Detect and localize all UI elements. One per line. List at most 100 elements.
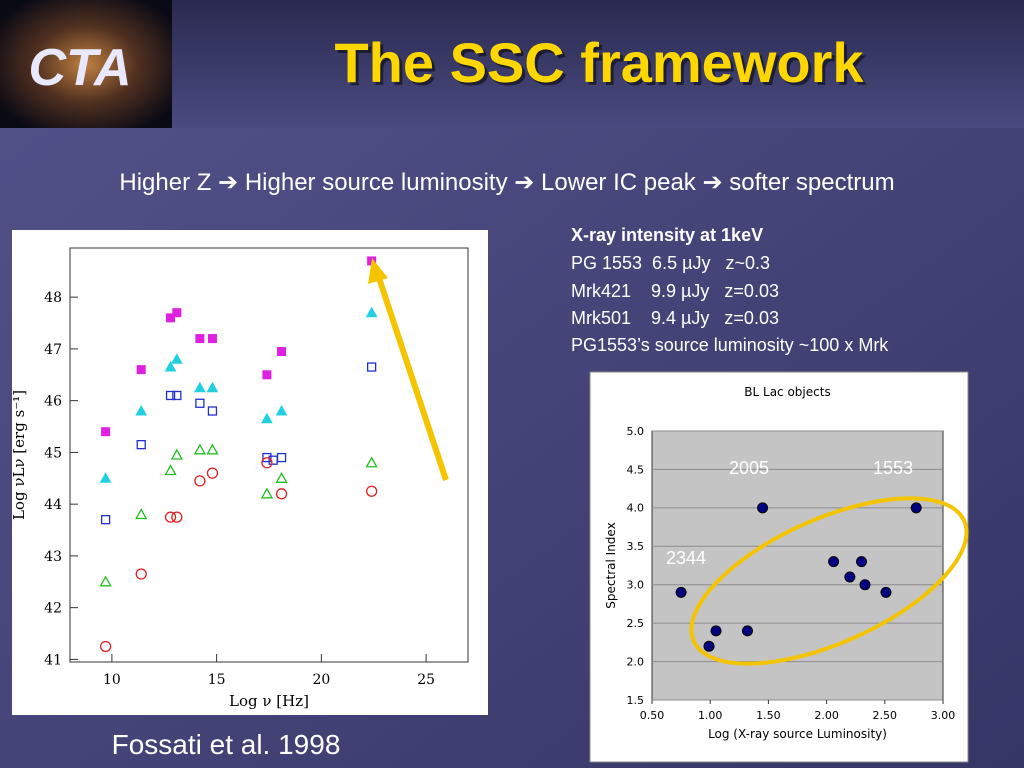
marker — [193, 443, 206, 455]
chart-title: BL Lac objects — [744, 385, 830, 399]
plot-area — [69, 247, 469, 663]
highlight-ellipse — [689, 496, 969, 666]
info-line: Mrk421 9.9 µJy z=0.03 — [571, 281, 779, 301]
marker — [172, 308, 182, 318]
x-axis-label: Log (X-ray source Luminosity) — [708, 727, 887, 741]
marker — [260, 487, 274, 499]
marker — [757, 502, 769, 514]
info-heading: X-ray intensity at 1keV — [571, 225, 763, 245]
annotation: 2344 — [666, 548, 706, 568]
marker — [859, 579, 871, 591]
y-tick-label: 2.0 — [627, 655, 645, 668]
y-axis-label: Spectral Index — [604, 522, 618, 608]
marker — [164, 360, 177, 372]
marker — [675, 586, 687, 598]
x-tick-label: 0.50 — [640, 709, 665, 722]
info-line: PG 1553 6.5 µJy z~0.3 — [571, 253, 770, 273]
x-tick-label: 2.00 — [814, 709, 839, 722]
marker — [741, 625, 753, 637]
marker — [365, 456, 378, 468]
marker — [365, 485, 378, 497]
marker — [99, 472, 112, 483]
y-tick-label: 47 — [44, 342, 62, 358]
title: The SSC framework — [334, 31, 864, 94]
x-tick-label: 2.50 — [873, 709, 898, 722]
marker — [172, 390, 182, 401]
marker — [910, 502, 922, 514]
plot-area — [651, 430, 944, 701]
y-tick-label: 42 — [44, 601, 62, 617]
marker — [366, 362, 377, 372]
y-tick-label: 44 — [44, 497, 62, 513]
marker — [856, 556, 868, 568]
marker — [164, 464, 177, 476]
marker — [194, 381, 206, 393]
annotation: 2005 — [729, 458, 769, 478]
marker — [276, 452, 287, 463]
y-tick-label: 48 — [44, 290, 62, 306]
marker — [206, 443, 219, 455]
marker — [275, 488, 288, 500]
marker — [195, 398, 205, 408]
y-tick-label: 2.5 — [627, 617, 645, 630]
marker — [170, 353, 183, 364]
arrow — [375, 274, 449, 481]
y-tick-label: 4.5 — [627, 463, 645, 476]
y-tick-label: 3.0 — [627, 579, 645, 592]
marker — [136, 365, 146, 375]
title-shadow: The SSC framework — [337, 34, 867, 97]
marker — [844, 571, 856, 583]
marker — [135, 508, 148, 520]
marker — [170, 448, 183, 460]
marker — [101, 427, 111, 437]
marker — [275, 404, 288, 416]
marker — [171, 511, 183, 523]
x-axis-label: Log ν [Hz] — [229, 692, 309, 710]
y-axis-label: Log νLν [erg s⁻¹] — [10, 390, 28, 520]
marker — [99, 640, 112, 653]
marker — [135, 568, 147, 580]
y-tick-label: 46 — [44, 394, 62, 410]
marker — [828, 556, 840, 568]
marker — [207, 334, 217, 344]
x-tick-label: 20 — [312, 672, 330, 688]
marker — [166, 313, 176, 323]
x-tick-label: 3.00 — [931, 709, 956, 722]
logo-box — [0, 0, 172, 128]
marker — [206, 467, 219, 479]
marker — [100, 515, 111, 525]
marker — [164, 511, 177, 523]
y-tick-label: 41 — [44, 652, 62, 668]
marker — [880, 586, 892, 598]
marker — [277, 347, 287, 356]
marker — [194, 475, 206, 487]
x-tick-label: 10 — [103, 672, 121, 688]
marker — [262, 370, 272, 380]
marker — [261, 457, 273, 469]
x-tick-label: 1.00 — [698, 709, 723, 722]
marker — [207, 406, 218, 416]
annotation: 1553 — [873, 458, 913, 478]
y-tick-label: 1.5 — [627, 694, 645, 707]
marker — [703, 640, 715, 652]
marker — [710, 625, 722, 637]
marker — [99, 575, 112, 587]
marker — [135, 404, 148, 416]
y-tick-label: 3.5 — [627, 540, 645, 553]
chart-frame — [12, 230, 488, 715]
marker — [195, 334, 205, 344]
info-line: Mrk501 9.4 µJy z=0.03 — [571, 308, 779, 328]
marker — [365, 306, 378, 318]
marker — [261, 412, 273, 424]
info-line: PG1553’s source luminosity ~100 x Mrk — [571, 335, 889, 355]
x-tick-label: 1.50 — [756, 709, 781, 722]
marker — [262, 452, 272, 463]
y-tick-label: 4.0 — [627, 502, 645, 515]
marker — [165, 390, 176, 401]
arrow-head — [368, 258, 388, 284]
logo: CTA — [28, 39, 131, 97]
marker — [136, 439, 146, 450]
subtitle: Higher Z ➔ Higher source luminosity ➔ Lo… — [119, 169, 894, 196]
y-tick-label: 5.0 — [627, 425, 645, 438]
